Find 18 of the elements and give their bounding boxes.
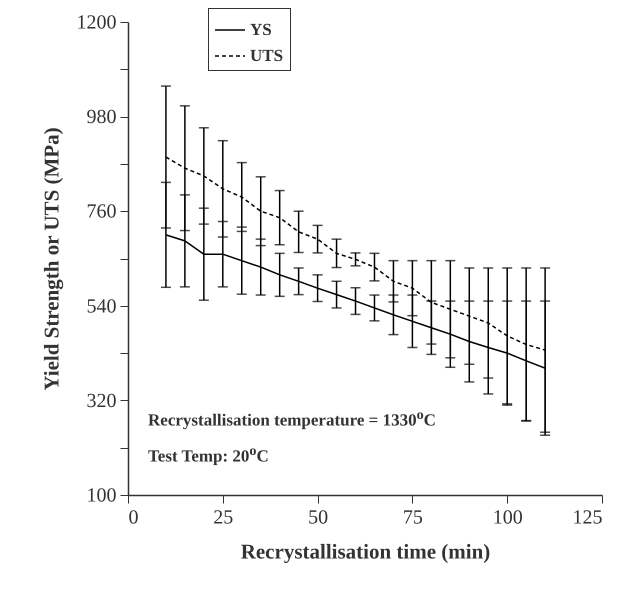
y-tick-label: 540	[86, 295, 116, 318]
y-tick-label: 100	[86, 484, 116, 506]
annotation: Test Temp: 20$^{o}$C	[148, 442, 270, 468]
x-tick-label: 100	[492, 506, 523, 528]
y-axis-title: Yield Strength or UTS (MPa)	[40, 127, 64, 391]
legend-label: UTS	[250, 46, 284, 65]
y-tick-label: 980	[86, 106, 116, 128]
x-axis-title: Recrystallisation time (min)	[240, 540, 490, 564]
x-tick-label: 25	[213, 506, 234, 528]
y-tick-label: 760	[86, 200, 116, 223]
y-tick-label: 320	[86, 390, 116, 412]
x-tick-label: 50	[308, 506, 328, 528]
legend-label: YS	[250, 20, 272, 39]
annotation: Recrystallisation temperature = 1330$^{o}$C	[148, 406, 436, 432]
y-tick-label: 1200	[76, 12, 116, 34]
x-tick-label: 75	[402, 506, 423, 528]
x-tick-label: 0	[128, 506, 138, 528]
x-tick-label: 125	[572, 506, 602, 528]
